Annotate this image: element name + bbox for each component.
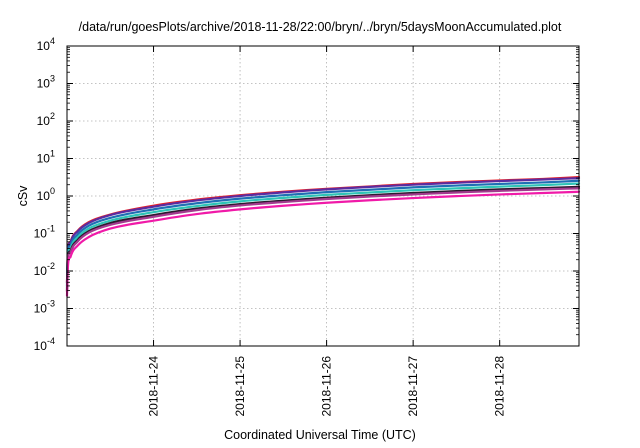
series-line xyxy=(65,177,581,285)
chart-title: /data/run/goesPlots/archive/2018-11-28/2… xyxy=(78,20,562,34)
y-tick-label: 102 xyxy=(37,111,55,128)
x-tick-label: 2018-11-27 xyxy=(406,356,420,417)
series-line xyxy=(65,179,581,288)
series-line xyxy=(65,190,581,297)
y-tick-label: 103 xyxy=(37,74,55,91)
y-tick-label: 101 xyxy=(37,149,55,166)
x-axis-label: Coordinated Universal Time (UTC) xyxy=(224,428,416,442)
series-group xyxy=(65,175,581,297)
y-tick-label: 10-4 xyxy=(34,336,55,353)
x-tick-label: 2018-11-25 xyxy=(233,356,247,417)
series-line xyxy=(65,182,581,290)
series-line xyxy=(65,187,581,293)
y-tick-label: 10-2 xyxy=(34,261,55,278)
series-line xyxy=(65,185,581,292)
ticks: 10-4 10-3 10-2 10-1 100 101 102 103 104 2018-11-2… xyxy=(34,36,579,417)
y-tick-label: 10-1 xyxy=(34,224,55,241)
y-axis-label: cSv xyxy=(16,185,30,207)
x-tick-label: 2018-11-26 xyxy=(320,356,334,417)
y-tick-label: 10-3 xyxy=(34,299,55,316)
x-tick-label: 2018-11-24 xyxy=(147,356,161,417)
x-tick-label: 2018-11-28 xyxy=(493,356,507,417)
y-tick-label: 104 xyxy=(37,36,55,53)
y-tick-label: 100 xyxy=(37,186,55,203)
